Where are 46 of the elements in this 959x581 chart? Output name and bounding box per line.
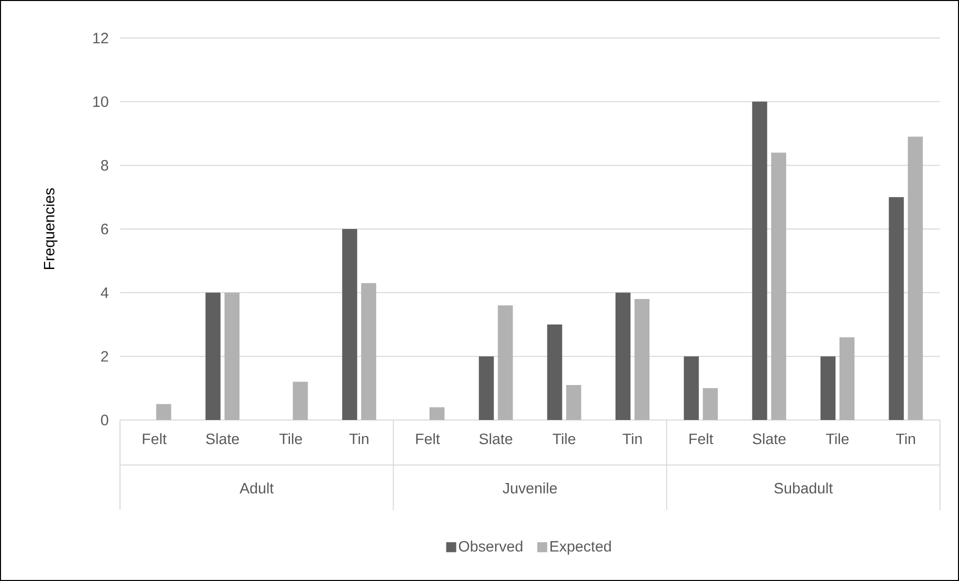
legend-label: Observed [458,540,522,552]
y-axis-title: Frequencies [43,188,58,270]
bar [292,382,308,420]
x-tick-label: Felt [142,433,167,444]
bar [156,404,172,420]
bar [771,152,786,420]
x-tick-label: Felt [690,433,714,444]
bar [224,292,240,420]
bar [908,136,923,420]
y-tick-label: 6 [101,224,108,234]
bar [361,283,376,420]
y-tick-label: 4 [100,288,108,298]
x-tick-label: Slate [752,433,786,444]
bar [566,384,582,420]
y-tick-label: 2 [101,351,108,362]
bar [684,356,699,420]
bar [430,407,445,420]
y-tick-label: 8 [101,160,108,171]
x-tick-label: Tile [552,433,576,444]
bar [888,197,904,420]
bar [616,292,630,420]
y-tick-label: 0 [101,414,108,426]
bar [342,228,358,420]
bar [206,292,221,420]
bar [547,324,562,420]
x-tick-label: Tin [349,433,368,444]
x-tick-label: Tile [826,433,849,444]
y-tick-label: 12 [93,32,108,44]
bar [820,356,836,420]
x-tick-label: Tin [622,433,642,444]
x-tick-label: Slate [206,433,239,444]
y-tick-label: 10 [93,96,108,107]
bar [478,356,494,420]
bar [839,337,854,420]
bar [752,102,768,420]
text: Adult [240,482,274,494]
x-tick-label: Felt [416,433,440,444]
bar [498,305,513,420]
x-tick-label: Tile [279,433,302,444]
text: Juvenile [502,482,557,494]
x-tick-label: Slate [479,433,512,444]
legend-label: Expected [550,540,611,555]
bar [702,388,718,420]
bar [634,299,650,420]
text: Subadult [774,482,833,494]
x-tick-label: Tin [896,433,915,444]
